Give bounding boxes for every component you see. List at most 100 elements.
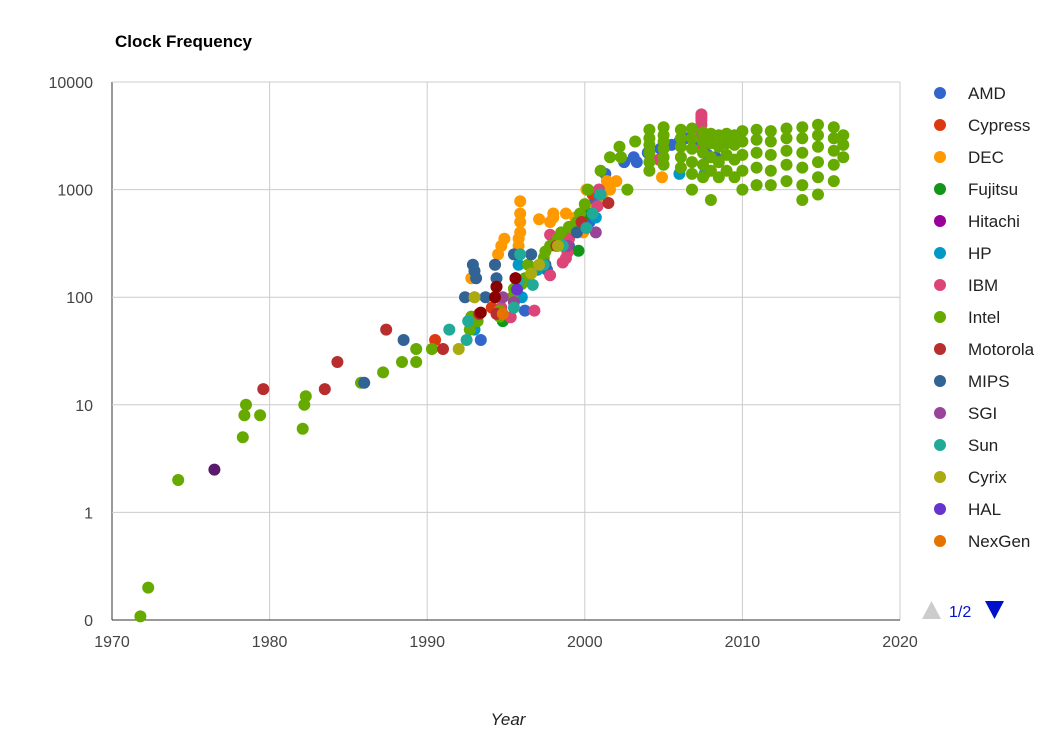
x-tick-label: 2010	[725, 634, 761, 651]
data-point-cyrix	[525, 267, 538, 280]
legend-item-ibm[interactable]: IBM	[934, 276, 998, 295]
data-point-amd	[630, 156, 643, 169]
page-up-icon[interactable]	[922, 601, 941, 619]
data-point-intel	[764, 148, 777, 161]
legend-swatch	[934, 311, 946, 323]
data-point-intel	[720, 164, 733, 177]
legend-item-nexgen[interactable]: NexGen	[934, 532, 1030, 551]
data-point-intel	[796, 194, 809, 206]
data-point-intel	[736, 164, 749, 177]
data-point-intel	[796, 179, 809, 192]
data-point-intel	[796, 132, 809, 145]
legend-item-sun[interactable]: Sun	[934, 436, 998, 455]
data-point-intel	[780, 144, 793, 157]
data-point-mips	[490, 272, 503, 285]
y-tick-label: 10000	[49, 75, 94, 92]
legend-swatch	[934, 375, 946, 387]
data-point-dec	[514, 216, 527, 228]
data-point-intel	[780, 132, 793, 145]
data-point-dec	[533, 213, 546, 226]
legend-item-hal[interactable]: HAL	[934, 500, 1001, 519]
data-point-intel	[764, 135, 777, 148]
data-point-intel	[750, 133, 763, 146]
legend-item-intel[interactable]: Intel	[934, 308, 1000, 327]
data-point-intel	[674, 140, 687, 153]
data-point-intel	[764, 125, 777, 138]
data-point-intel	[812, 140, 824, 153]
legend-swatch	[934, 471, 946, 483]
data-point-intel	[750, 161, 763, 174]
data-point-intel	[629, 135, 642, 148]
data-point-intel	[686, 183, 698, 196]
data-point-intel	[827, 132, 840, 145]
data-point-intel	[812, 118, 824, 131]
data-point-intel	[712, 156, 725, 169]
y-tick-label: 100	[66, 290, 93, 307]
data-point-mips	[397, 334, 410, 346]
legend-item-cypress[interactable]: Cypress	[934, 116, 1030, 135]
data-point-ibm	[695, 108, 708, 121]
legend-item-cyrix[interactable]: Cyrix	[934, 468, 1007, 487]
data-point-intel	[686, 122, 698, 135]
data-point	[474, 306, 487, 319]
legend-pager: 1/2	[922, 601, 1004, 621]
data-point-cyrix	[452, 343, 465, 355]
data-point	[509, 272, 522, 285]
data-point-sun	[507, 301, 520, 314]
data-point-ibm	[544, 269, 557, 282]
data-point-intel	[764, 164, 777, 177]
legend-label: NexGen	[968, 532, 1030, 551]
legend-item-motorola[interactable]: Motorola	[934, 340, 1035, 359]
data-point-intel	[780, 122, 793, 135]
data-point-sun	[586, 207, 599, 220]
legend-swatch	[934, 407, 946, 419]
data-point-intel	[134, 610, 147, 623]
page-indicator: 1/2	[949, 604, 971, 621]
legend-label: Motorola	[968, 340, 1035, 359]
data-point-intel	[613, 140, 626, 153]
data-point-intel	[750, 179, 763, 192]
data-point-intel	[674, 161, 687, 174]
data-point	[208, 463, 221, 476]
data-point-intel	[837, 151, 850, 164]
legend-item-amd[interactable]: AMD	[934, 84, 1006, 103]
data-point-intel	[604, 151, 616, 164]
legend-item-hitachi[interactable]: Hitachi	[934, 212, 1020, 231]
data-point-sun	[580, 222, 593, 234]
data-point-intel	[704, 194, 717, 206]
legend-item-hp[interactable]: HP	[934, 244, 992, 263]
legend-item-dec[interactable]: DEC	[934, 148, 1004, 167]
data-point-nexgen	[496, 307, 509, 320]
data-point-intel	[736, 135, 749, 148]
page-down-icon[interactable]	[985, 601, 1004, 619]
data-point-dec	[604, 183, 616, 196]
data-point-motorola	[257, 383, 270, 396]
legend-swatch	[934, 183, 946, 195]
data-point-intel	[657, 158, 670, 171]
x-axis-label: Year	[491, 710, 527, 729]
data-point-intel	[615, 151, 627, 164]
legend-item-mips[interactable]: MIPS	[934, 372, 1010, 391]
data-point-cyrix	[552, 239, 564, 252]
legend-swatch	[934, 439, 946, 451]
data-point-dec	[656, 171, 668, 184]
data-point-intel	[812, 156, 824, 169]
legend-item-fujitsu[interactable]: Fujitsu	[934, 180, 1018, 199]
legend-item-sgi[interactable]: SGI	[934, 404, 997, 423]
data-point-intel	[643, 123, 656, 136]
data-point-intel	[236, 431, 249, 444]
data-point-intel	[578, 198, 591, 211]
data-point-intel	[812, 188, 824, 201]
legend-label: HAL	[968, 500, 1001, 519]
x-tick-label: 1990	[409, 634, 445, 651]
data-point-intel	[812, 171, 824, 184]
data-point-amd	[518, 304, 531, 317]
data-point-mips	[570, 226, 583, 239]
data-point-dec	[514, 207, 527, 220]
data-point-mips	[358, 376, 371, 389]
data-point-intel	[296, 422, 309, 435]
data-point-ibm	[528, 304, 541, 317]
y-tick-label: 1	[84, 505, 93, 522]
legend-swatch	[934, 151, 946, 163]
x-axis-ticks: 1970 1980 1990 2000 2010 2020	[94, 634, 918, 651]
